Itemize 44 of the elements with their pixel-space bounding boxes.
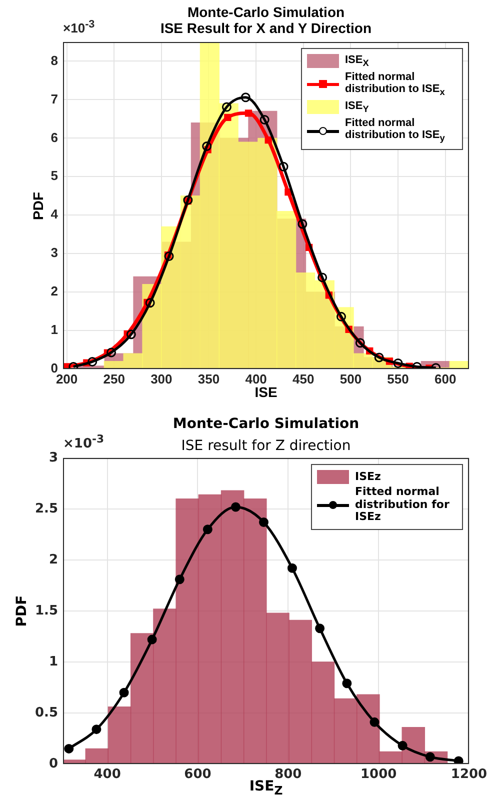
x-tick-label: 350 [198, 371, 220, 386]
text: ×10$^{-3}$ [63, 432, 104, 452]
legend-label: ISE$_{X}$ [345, 54, 369, 69]
y-tick-label: 0 [48, 756, 58, 772]
x-tick-label: 600 [434, 371, 456, 386]
y-tick-label: 5 [50, 168, 58, 184]
x-tick-label: 1200 [450, 767, 488, 782]
y-tick-label: 3 [48, 450, 58, 466]
y-tick-label: 1 [48, 654, 58, 670]
x-tick-label: 1000 [360, 767, 397, 782]
y-tick-label: 6 [50, 130, 58, 145]
x-tick-label: 500 [340, 371, 362, 386]
x-tick-label: 550 [387, 371, 409, 386]
chart-subtitle: ISE result for Z direction [181, 438, 351, 454]
y-tick-label: 0 [50, 360, 58, 376]
chart-subtitle: ISE Result for X and Y Direction [160, 20, 372, 36]
chart-title: Monte-Carlo Simulation [172, 416, 360, 432]
legend-label: Fitted normal distribution to ISE$_{y}$ [345, 116, 446, 144]
y-tick-label: 8 [50, 52, 58, 68]
x-axis-title: ISE [254, 384, 278, 400]
legend-label: ISEz [355, 470, 381, 484]
x-tick-label: 600 [184, 767, 212, 782]
x-tick-label: 400 [94, 767, 121, 782]
y-tick-label: 3 [50, 245, 58, 260]
x-tick-label: 200 [56, 371, 78, 386]
y-axis-title: PDF [30, 192, 46, 220]
legend-label: ISE$_{Y}$ [345, 100, 369, 115]
y-axis-title: PDF [14, 595, 30, 627]
y-tick-label: 0.5 [34, 705, 58, 720]
legend-label: Fitted normal distribution to ISE$_{x}$ [345, 70, 446, 98]
y-tick-label: 1 [50, 322, 58, 338]
y-tick-label: 7 [50, 91, 58, 106]
x-tick-label: 450 [292, 371, 314, 386]
x-tick-label: 300 [150, 371, 172, 386]
y-tick-label: 2 [50, 284, 58, 299]
text: ×10$^{-3}$ [63, 18, 95, 36]
x-tick-label: 250 [103, 371, 125, 386]
y-tick-label: 2 [48, 552, 58, 568]
legend-label: Fitted normal distribution for ISEz [355, 485, 450, 524]
chart-title: Monte-Carlo Simulation [187, 4, 345, 20]
y-tick-label: 1.5 [34, 603, 58, 618]
x-tick-label: 400 [245, 371, 267, 386]
y-tick-label: 4 [50, 206, 59, 222]
y-tick-label: 2.5 [34, 501, 58, 516]
